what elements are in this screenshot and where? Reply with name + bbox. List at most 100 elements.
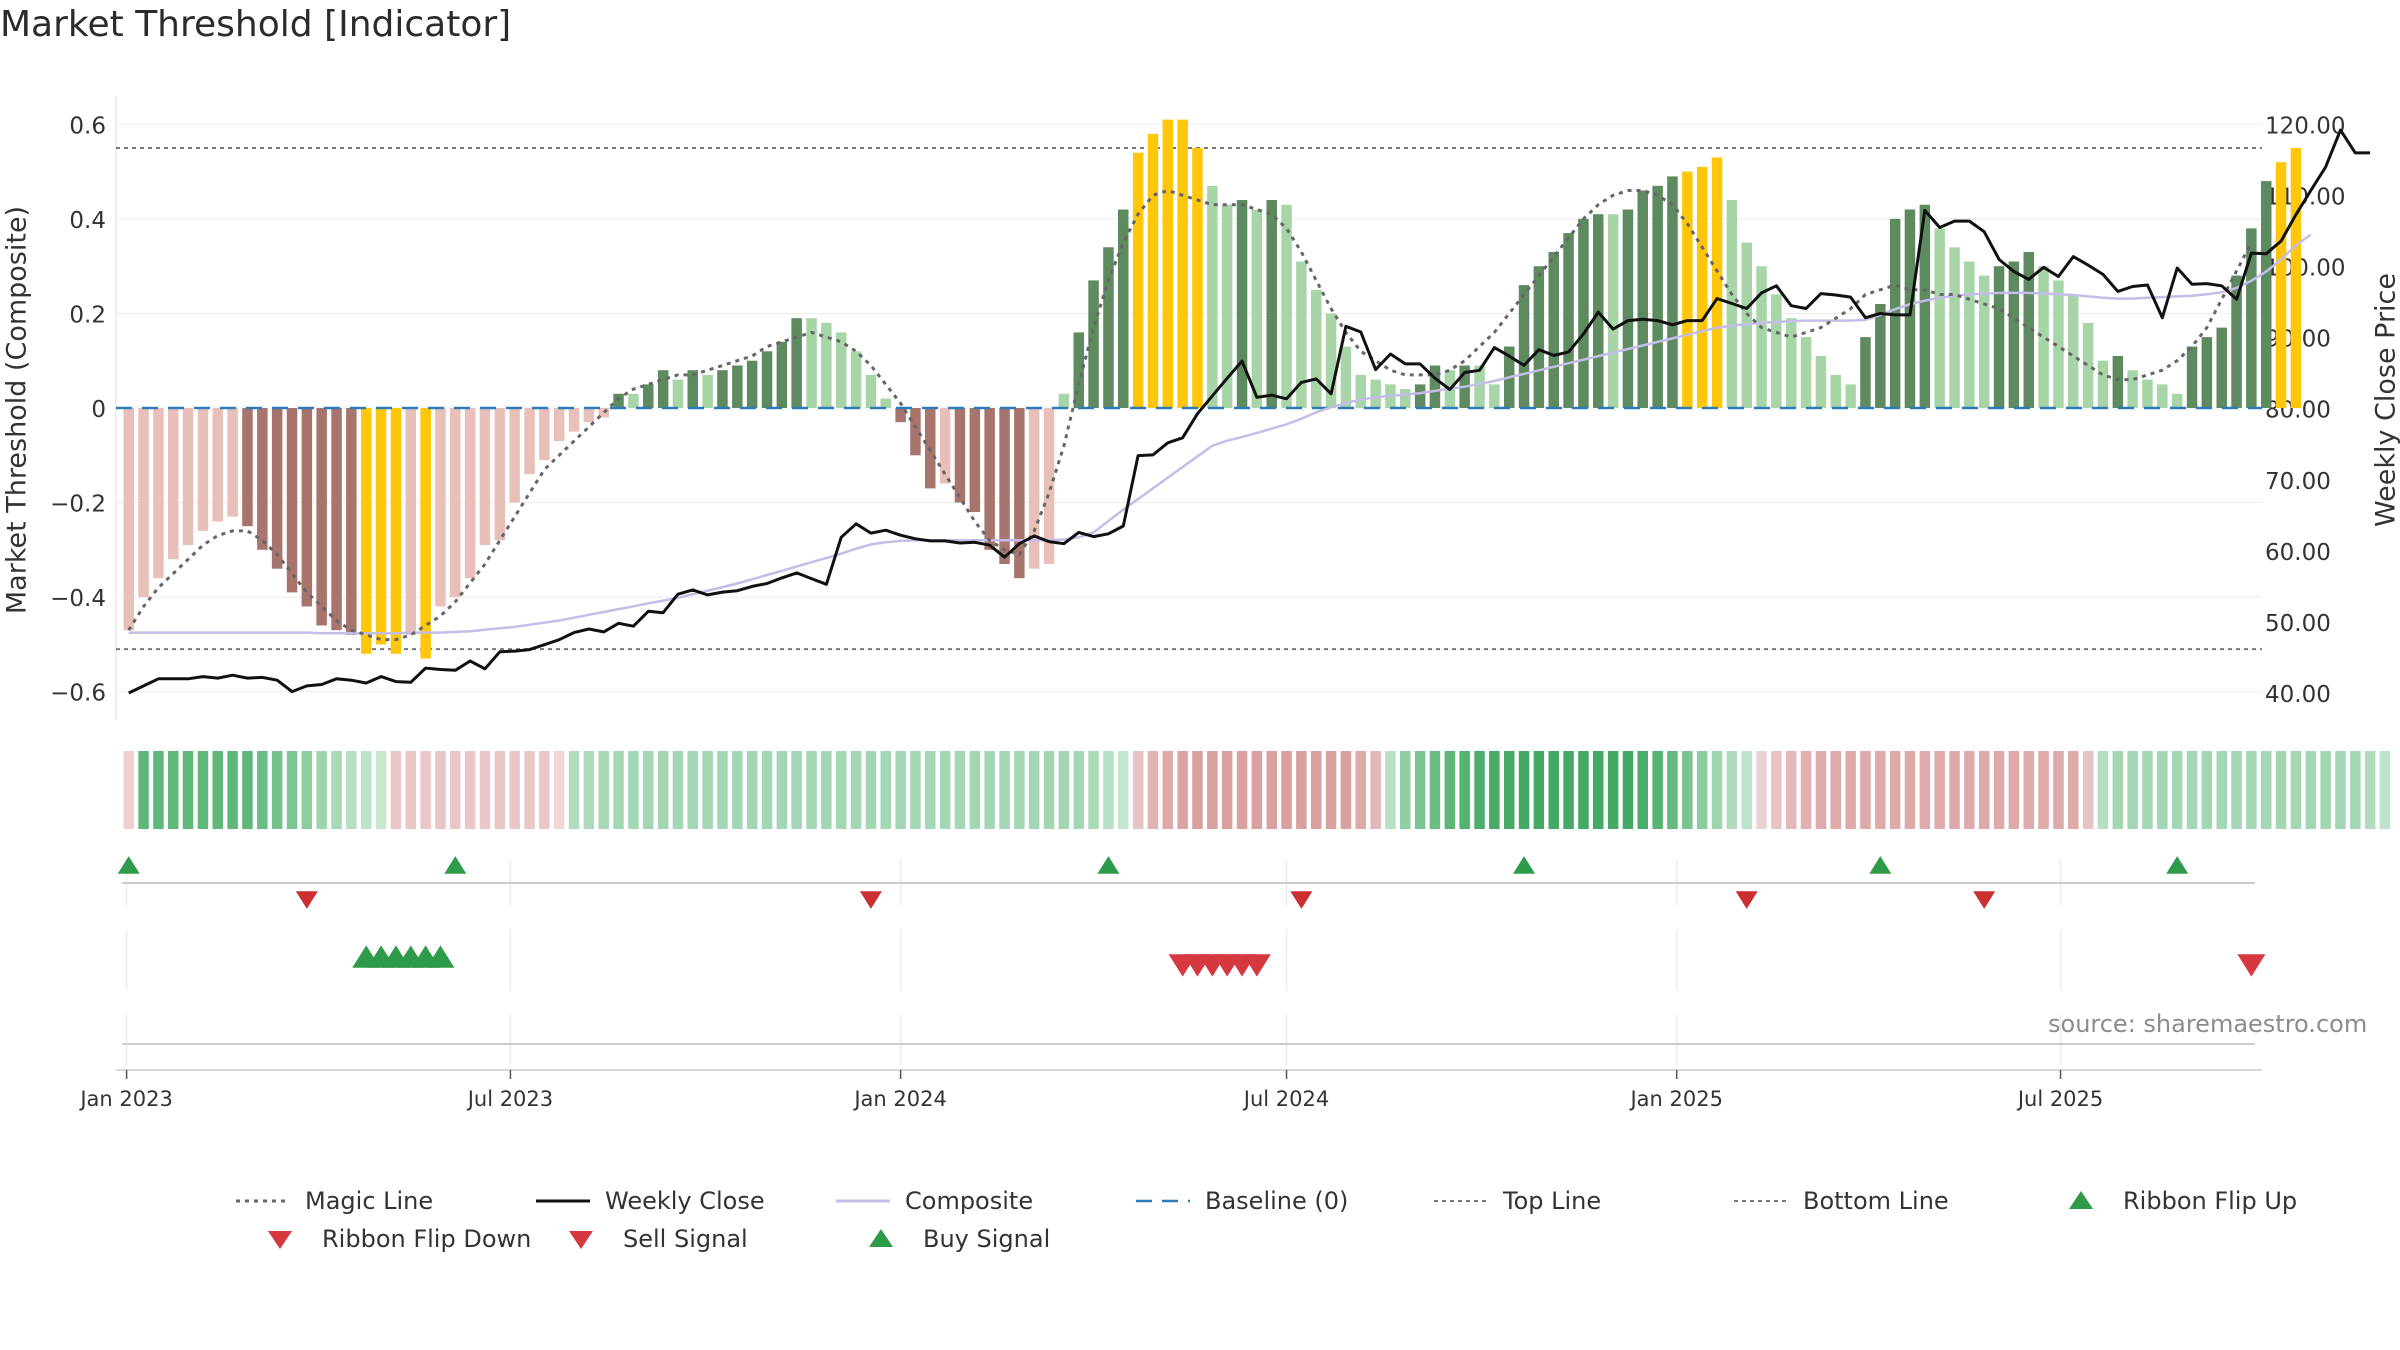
triangle-up-green-icon — [2069, 1191, 2093, 1209]
legend-label: Magic Line — [305, 1187, 434, 1215]
ribbon-segment — [1444, 751, 1456, 829]
ribbon-segment — [212, 751, 223, 829]
composite-bar — [464, 408, 476, 579]
composite-bar — [702, 374, 713, 408]
ribbon-segment — [702, 751, 713, 829]
legend-item: Ribbon Flip Up — [2053, 1184, 2297, 1218]
composite-bar — [628, 393, 639, 408]
ribbon-segment — [969, 751, 981, 829]
ribbon-segment — [910, 751, 921, 829]
y-tick-label-left: −0.6 — [50, 681, 106, 707]
ribbon-segment — [1459, 751, 1470, 829]
ribbon-segment — [2364, 751, 2376, 829]
ribbon-segment — [1786, 751, 1797, 829]
composite-bar — [1340, 346, 1352, 408]
ribbon-segment — [1147, 751, 1159, 829]
y-tick-label-left: 0.4 — [69, 208, 106, 234]
composite-bar — [2023, 252, 2034, 408]
ribbon-segment — [2290, 751, 2302, 829]
y-tick-label-right: 40.00 — [2265, 682, 2331, 708]
ribbon-segment — [2305, 751, 2316, 829]
composite-bar — [1192, 148, 1203, 408]
composite-bar — [2171, 393, 2183, 408]
thin-dotted-line-icon — [1734, 1200, 1788, 1202]
ribbon-segment — [524, 751, 535, 829]
ribbon-segment — [1548, 751, 1559, 829]
composite-bar — [776, 341, 788, 408]
ribbon-segment — [1132, 751, 1144, 829]
composite-bar — [583, 408, 595, 423]
composite-bar — [479, 408, 491, 546]
composite-bar — [732, 365, 743, 408]
ribbon-segment — [1800, 751, 1812, 829]
composite-bar — [1786, 318, 1797, 408]
ribbon-segment — [850, 751, 862, 829]
weekly-close-line — [128, 128, 2371, 695]
legend-label: Top Line — [1503, 1187, 1602, 1215]
ribbon-segment — [1860, 751, 1871, 829]
ribbon-segment — [375, 751, 387, 829]
composite-bar — [2142, 379, 2153, 408]
lavender-line-icon — [836, 1199, 890, 1203]
y-tick-label-right: 60.00 — [2265, 540, 2331, 566]
ribbon-segment — [420, 751, 431, 829]
legend-item: Sell Signal — [553, 1222, 748, 1256]
ribbon-flip-down-marker — [295, 891, 318, 909]
ribbon-segment — [999, 751, 1010, 829]
composite-bar — [1934, 228, 1945, 408]
ribbon-segment — [2053, 751, 2064, 829]
ribbon-segment — [2320, 751, 2331, 829]
composite-bar — [1919, 204, 1931, 408]
ribbon-segment — [242, 751, 253, 829]
composite-bar — [420, 408, 431, 659]
ribbon-segment — [168, 751, 179, 829]
ribbon-segment — [984, 751, 995, 829]
ribbon-segment — [628, 751, 639, 829]
composite-bar — [880, 398, 891, 408]
ribbon-segment — [1014, 751, 1025, 829]
composite-bar — [969, 408, 981, 512]
composite-bar — [984, 408, 995, 550]
ribbon-segment — [613, 751, 624, 829]
composite-bar — [509, 408, 520, 503]
ribbon-segment — [2335, 751, 2346, 829]
composite-bar — [2290, 148, 2302, 408]
ribbon-segment — [1370, 751, 1381, 829]
composite-bar — [806, 318, 817, 408]
sell-signal-marker — [2237, 954, 2266, 977]
composite-bar — [2008, 261, 2020, 408]
ribbon-segment — [2157, 751, 2168, 829]
composite-bar — [1860, 337, 1871, 408]
composite-bar — [910, 408, 921, 456]
composite-bar — [643, 384, 654, 408]
x-tick-label: Jul 2024 — [1242, 1087, 1329, 1111]
composite-bar — [2053, 280, 2064, 408]
composite-bar — [2186, 346, 2198, 408]
composite-bar — [1637, 190, 1648, 408]
ribbon-segment — [672, 751, 684, 829]
x-tick-label: Jan 2023 — [78, 1087, 173, 1111]
dotted-line-icon — [236, 1199, 290, 1203]
composite-bar — [1296, 261, 1307, 408]
legend-label: Ribbon Flip Down — [322, 1225, 532, 1253]
ribbon-segment — [2246, 751, 2257, 829]
ribbon-segment — [153, 751, 164, 829]
ribbon-flip-up-marker — [2166, 856, 2189, 874]
ribbon-segment — [687, 751, 698, 829]
ribbon-segment — [1325, 751, 1337, 829]
ribbon-segment — [1340, 751, 1352, 829]
legend-item: Baseline (0) — [1135, 1184, 1348, 1218]
ribbon-segment — [1875, 751, 1886, 829]
ribbon-segment — [865, 751, 877, 829]
composite-bar — [2216, 327, 2227, 408]
composite-bar — [242, 408, 253, 527]
composite-bar — [1993, 266, 2005, 408]
composite-bar — [1043, 408, 1055, 564]
ribbon-segment — [2350, 751, 2361, 829]
ribbon-segment — [1028, 751, 1040, 829]
composite-bar — [1207, 185, 1218, 408]
ribbon-segment — [1696, 751, 1708, 829]
composite-bar — [761, 351, 773, 408]
y-tick-label-right: 70.00 — [2265, 469, 2331, 495]
ribbon-segment — [346, 751, 357, 829]
